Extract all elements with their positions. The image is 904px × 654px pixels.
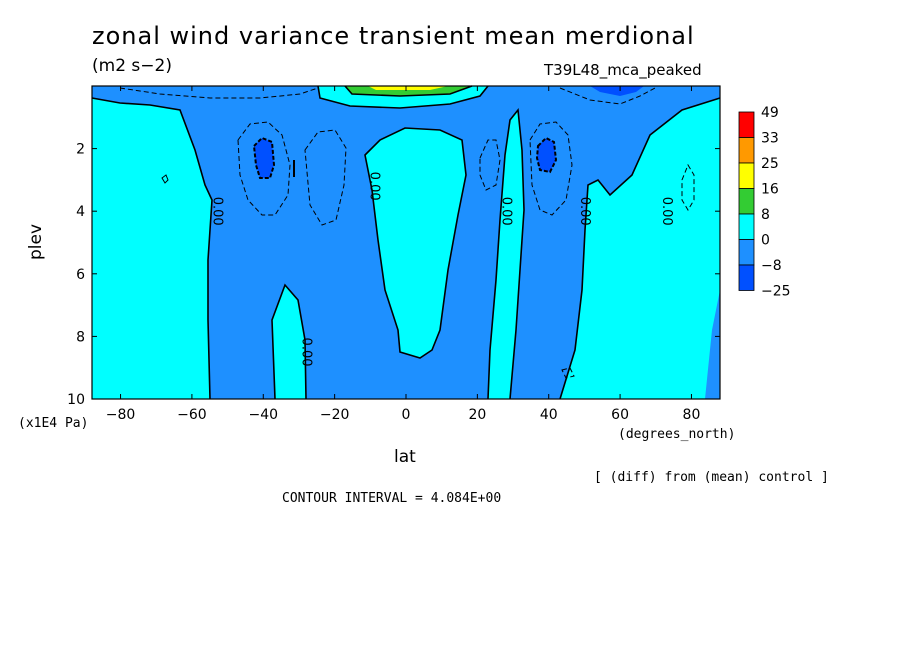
y-axis-units: (x1E4 Pa) [18, 416, 89, 431]
x-tick-label: 40 [540, 407, 558, 423]
chart-title: zonal wind variance transient mean merdi… [92, 22, 695, 50]
contour-label: 0.00 [299, 338, 314, 367]
fill-region-east [560, 98, 720, 399]
x-tick-label: −80 [106, 407, 136, 423]
contour-label: 0.00 [659, 197, 674, 226]
fill-core-top-east [590, 86, 644, 96]
colorbar-level-label: 16 [761, 182, 779, 198]
colorbar-level-label: 33 [761, 131, 779, 147]
x-axis: −80 −60 −40 −20 0 20 40 60 80 [106, 86, 701, 423]
contour-label: 0.00 [577, 197, 592, 226]
contour-neg-top-east [559, 87, 656, 105]
contour-label: 0.00 [498, 197, 513, 226]
y-axis-label: plev [26, 223, 46, 260]
colorbar: 49 33 25 16 8 0 −8 −25 [738, 105, 791, 300]
contour-zero-top [317, 85, 489, 109]
colorbar-swatch [738, 111, 755, 138]
fill-region-east-central [488, 110, 524, 399]
y-tick-label: 10 [67, 392, 85, 408]
x-tick-label: 20 [468, 407, 486, 423]
x-tick-label: 0 [402, 407, 411, 423]
x-tick-label: −20 [320, 407, 350, 423]
fill-region-top-yellow [368, 86, 448, 90]
x-tick-label: 60 [611, 407, 629, 423]
colorbar-level-label: 0 [761, 233, 770, 249]
colorbar-level-label: 25 [761, 156, 779, 172]
contour-neg-plus-22 [479, 139, 501, 191]
y-tick-label: 2 [76, 142, 85, 158]
contour-zero-east [559, 97, 721, 400]
colorbar-swatch [738, 239, 755, 266]
y-tick-label: 6 [76, 267, 85, 283]
contour-label: 0.00 [209, 197, 224, 226]
contour-neg-minus-25 [304, 129, 347, 226]
small-features [161, 160, 295, 184]
fill-core-plus-40 [537, 138, 556, 172]
contour-neg-small [561, 367, 575, 379]
contour-zero-central [364, 127, 467, 359]
y-axis: 2 4 6 8 10 [67, 142, 720, 408]
colorbar-swatch [738, 213, 755, 240]
contour-label: 0.00 [366, 172, 381, 201]
contour-cores-outline [252, 136, 558, 179]
marker-small-loop [161, 174, 169, 184]
x-tick-label: −60 [177, 407, 207, 423]
x-tick-label: 80 [683, 407, 701, 423]
contour-label-layer: 0.00 0.00 0.00 0.00 0.00 0.00 [209, 172, 674, 367]
colorbar-swatch [738, 162, 755, 189]
colorbar-swatch [738, 137, 755, 164]
contour-zero-east-central [487, 107, 525, 400]
contour-fill-layer [92, 86, 720, 399]
contour-zero-west [91, 97, 213, 400]
colorbar-level-label: −8 [761, 258, 782, 274]
chart-units: (m2 s−2) [92, 56, 172, 76]
y-tick-label: 4 [76, 204, 85, 220]
x-axis-label: lat [394, 447, 416, 467]
fill-region-southwest [272, 285, 306, 399]
run-label: T39L48_mca_peaked [544, 61, 702, 79]
fill-region-west [92, 98, 212, 399]
x-axis-units: (degrees_north) [618, 427, 736, 442]
colorbar-swatch [738, 188, 755, 215]
fill-core-minus-40 [254, 138, 274, 178]
contour-line-layer [91, 85, 721, 400]
contour-neg-plus-40 [529, 121, 573, 216]
y-tick-label: 8 [76, 329, 85, 345]
contour-zero-southwest [271, 283, 307, 400]
contour-dashed-layer [119, 87, 695, 379]
contour-neg-top-west [119, 87, 319, 99]
colorbar-swatch [738, 264, 755, 291]
contour-interval: CONTOUR INTERVAL = 4.084E+00 [282, 491, 502, 506]
contour-neg-plus-80 [681, 163, 695, 211]
x-tick-label: −40 [248, 407, 278, 423]
contour-neg-minus-40 [237, 121, 291, 216]
colorbar-level-label: 8 [761, 207, 770, 223]
fill-region-central [365, 128, 466, 358]
colorbar-level-label: 49 [761, 105, 779, 121]
contour-top-inner [344, 85, 473, 97]
footnote: [ (diff) from (mean) control ] [594, 470, 829, 485]
colorbar-level-label: −25 [761, 284, 791, 300]
